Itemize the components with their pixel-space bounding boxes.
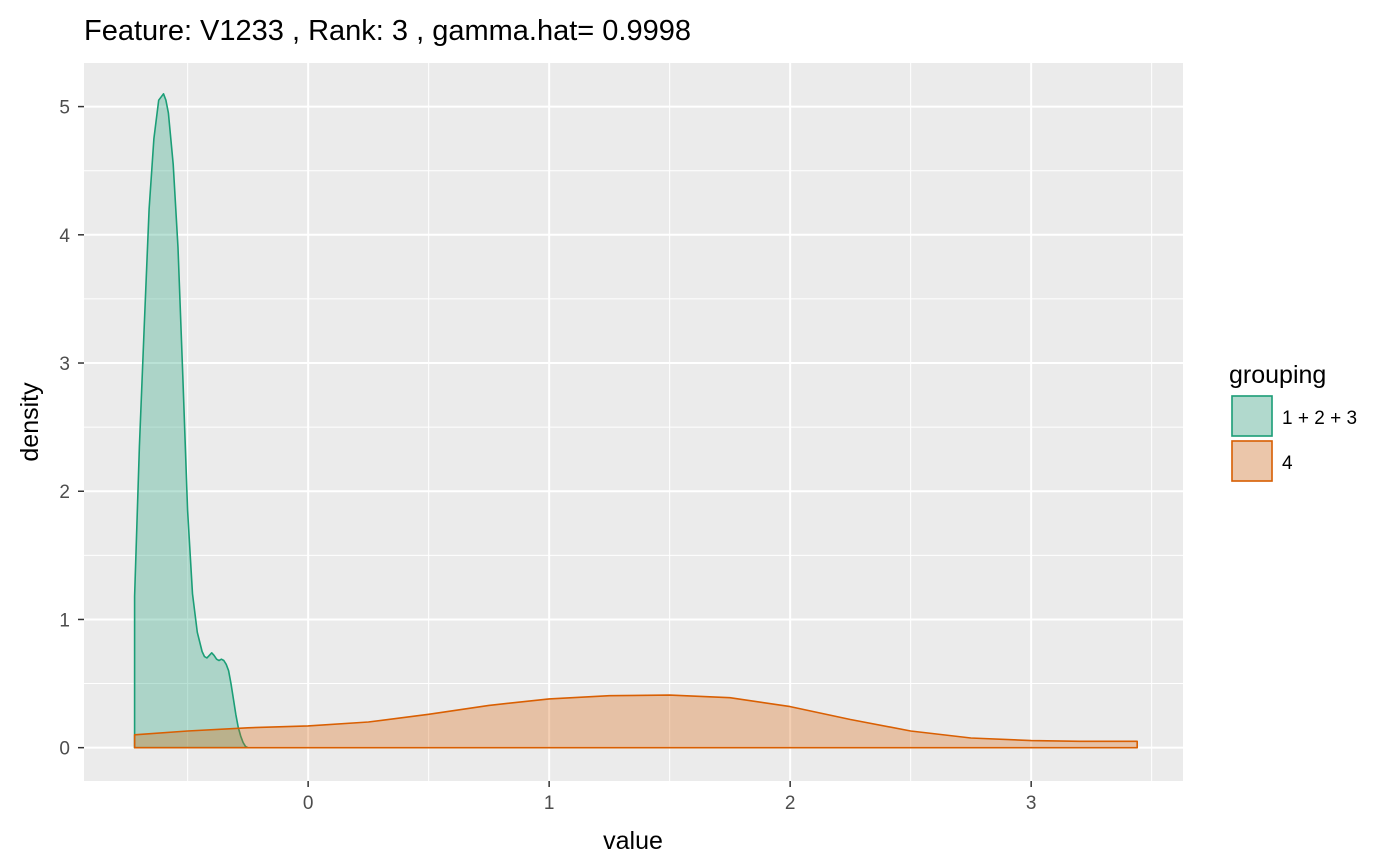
y-tick-label: 2 — [59, 482, 70, 503]
y-tick-label: 4 — [59, 226, 70, 247]
legend-key-background — [1231, 440, 1273, 482]
y-axis-title: density — [16, 382, 44, 462]
density-area-series-1 — [133, 93, 249, 749]
legend-key-background — [1231, 395, 1273, 437]
legend-title: grouping — [1229, 361, 1326, 389]
y-tick-label: 5 — [59, 98, 70, 119]
y-tick-label: 3 — [59, 354, 70, 375]
plot-panel — [84, 63, 1183, 781]
density-area-series-2 — [133, 694, 1138, 749]
x-axis-ticks: 0 1 2 3 — [303, 781, 1037, 814]
legend-label-series-2: 4 — [1282, 453, 1293, 474]
legend-label-series-1: 1 + 2 + 3 — [1282, 408, 1357, 429]
x-tick-label: 3 — [1026, 793, 1037, 814]
legend-swatch-series-1 — [1231, 395, 1273, 437]
y-axis-ticks: 0 1 2 3 4 5 — [59, 98, 84, 760]
x-tick-label: 0 — [303, 793, 314, 814]
x-tick-label: 2 — [785, 793, 796, 814]
chart-title: Feature: V1233 , Rank: 3 , gamma.hat= 0.… — [84, 15, 691, 47]
x-axis-title: value — [603, 827, 663, 855]
legend-swatch-series-2 — [1231, 440, 1273, 482]
y-tick-label: 0 — [59, 739, 70, 760]
x-tick-label: 1 — [544, 793, 555, 814]
y-tick-label: 1 — [59, 610, 70, 631]
minor-gridlines — [84, 63, 1183, 781]
density-areas — [133, 93, 1138, 749]
legend: grouping 1 + 2 + 3 4 — [1229, 361, 1357, 482]
